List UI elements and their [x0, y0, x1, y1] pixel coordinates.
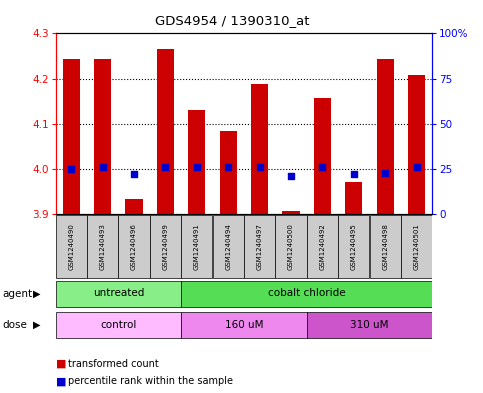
- Text: 310 uM: 310 uM: [350, 320, 389, 330]
- Text: GSM1240491: GSM1240491: [194, 223, 200, 270]
- Text: transformed count: transformed count: [68, 358, 158, 369]
- Text: control: control: [100, 320, 137, 330]
- Text: GSM1240490: GSM1240490: [68, 223, 74, 270]
- Bar: [188, 110, 205, 214]
- Bar: [87, 215, 118, 278]
- Text: GDS4954 / 1390310_at: GDS4954 / 1390310_at: [155, 14, 309, 27]
- Bar: [63, 59, 80, 214]
- Text: GSM1240493: GSM1240493: [99, 223, 106, 270]
- Text: GSM1240498: GSM1240498: [382, 223, 388, 270]
- Bar: [244, 215, 275, 278]
- Text: GSM1240500: GSM1240500: [288, 223, 294, 270]
- Bar: [181, 281, 432, 307]
- Bar: [181, 312, 307, 338]
- Text: GSM1240495: GSM1240495: [351, 223, 357, 270]
- Point: [319, 164, 327, 170]
- Point: [68, 166, 75, 172]
- Point: [412, 164, 420, 170]
- Point: [130, 171, 138, 178]
- Point: [350, 171, 357, 178]
- Text: GSM1240494: GSM1240494: [225, 223, 231, 270]
- Text: GSM1240501: GSM1240501: [413, 223, 420, 270]
- Point: [161, 164, 170, 170]
- Bar: [283, 211, 299, 214]
- Text: agent: agent: [2, 289, 32, 299]
- Bar: [56, 281, 181, 307]
- Text: percentile rank within the sample: percentile rank within the sample: [68, 376, 233, 386]
- Bar: [126, 199, 142, 214]
- Text: ■: ■: [56, 376, 66, 386]
- Bar: [213, 215, 244, 278]
- Point: [287, 173, 295, 179]
- Bar: [56, 215, 87, 278]
- Bar: [220, 130, 237, 214]
- Bar: [369, 215, 401, 278]
- Point: [193, 164, 201, 170]
- Bar: [338, 215, 369, 278]
- Bar: [157, 49, 174, 214]
- Bar: [401, 215, 432, 278]
- Bar: [275, 215, 307, 278]
- Point: [256, 164, 264, 170]
- Text: cobalt chloride: cobalt chloride: [268, 288, 345, 298]
- Bar: [345, 182, 362, 214]
- Text: ▶: ▶: [33, 320, 41, 330]
- Bar: [56, 312, 181, 338]
- Text: GSM1240492: GSM1240492: [319, 223, 326, 270]
- Bar: [94, 59, 111, 214]
- Text: GSM1240497: GSM1240497: [256, 223, 263, 270]
- Text: untreated: untreated: [93, 288, 144, 298]
- Bar: [377, 59, 394, 214]
- Text: dose: dose: [2, 320, 28, 330]
- Bar: [307, 215, 338, 278]
- Bar: [181, 215, 213, 278]
- Text: GSM1240496: GSM1240496: [131, 223, 137, 270]
- Text: GSM1240499: GSM1240499: [162, 223, 169, 270]
- Point: [382, 169, 389, 176]
- Text: ■: ■: [56, 358, 66, 369]
- Text: ▶: ▶: [33, 289, 41, 299]
- Text: 160 uM: 160 uM: [225, 320, 263, 330]
- Bar: [314, 97, 331, 214]
- Bar: [118, 215, 150, 278]
- Point: [224, 164, 232, 170]
- Bar: [150, 215, 181, 278]
- Bar: [251, 84, 268, 214]
- Point: [99, 164, 107, 170]
- Bar: [408, 75, 425, 214]
- Bar: [307, 312, 432, 338]
